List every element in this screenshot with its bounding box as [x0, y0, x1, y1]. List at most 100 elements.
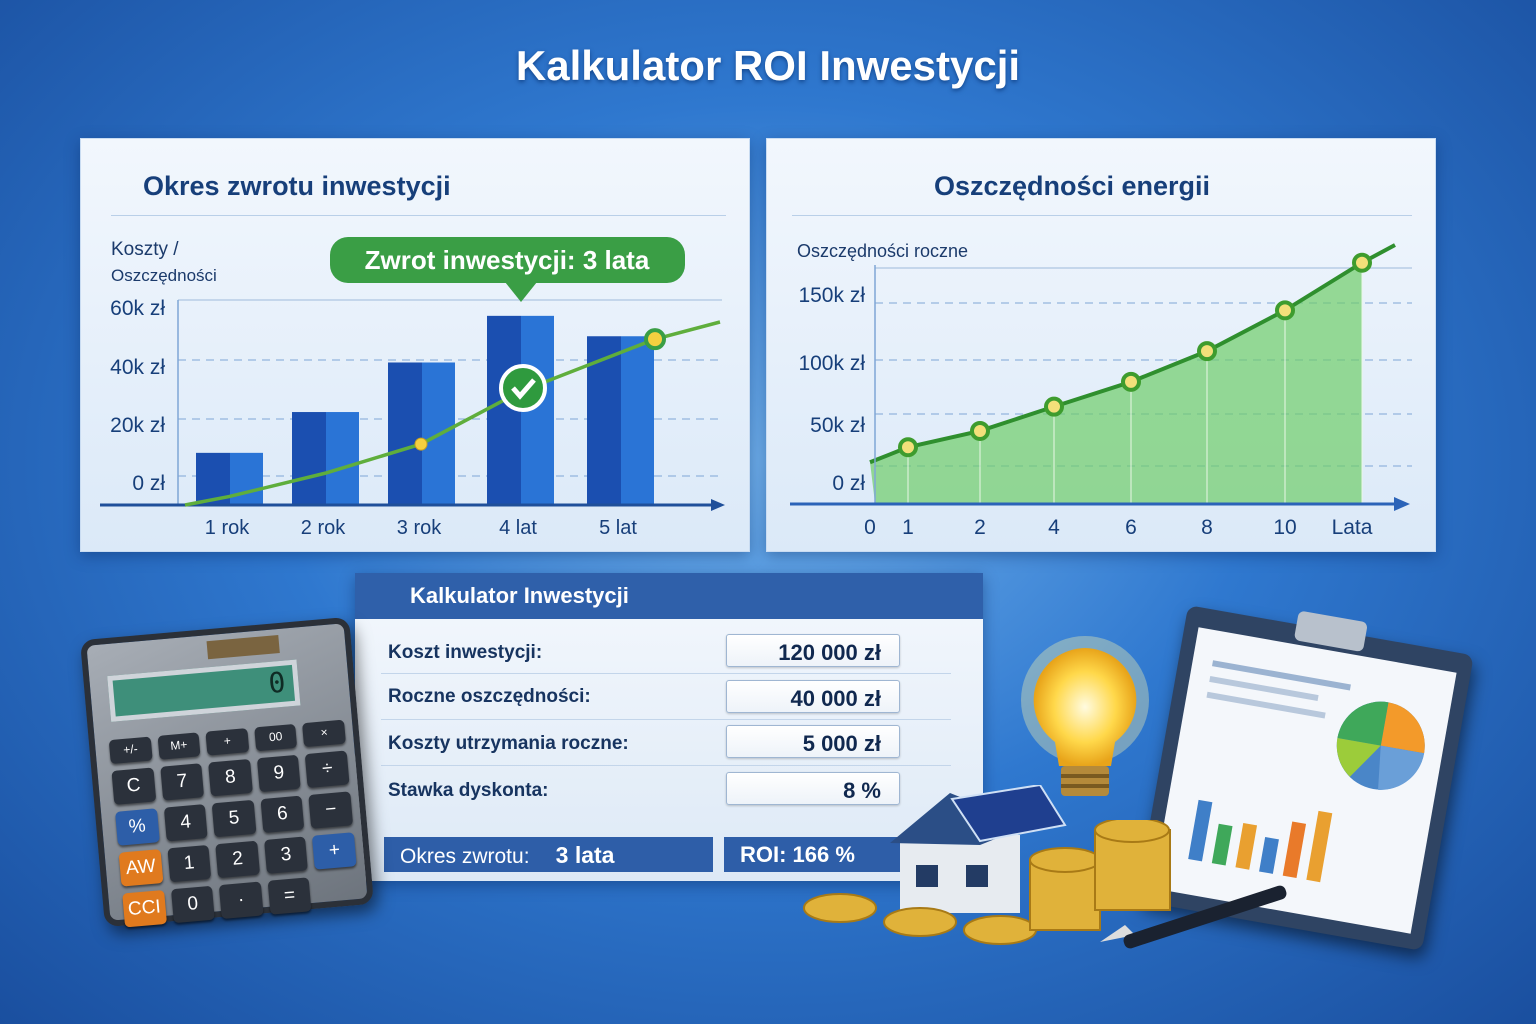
- bar: [292, 412, 326, 505]
- data-point: [1197, 341, 1217, 362]
- investment-cost-input[interactable]: 120 000 zł: [726, 634, 900, 667]
- data-point: [1275, 300, 1295, 321]
- calculator-key[interactable]: +: [312, 832, 357, 870]
- annual-savings-input[interactable]: 40 000 zł: [726, 680, 900, 713]
- divider: [111, 215, 726, 216]
- data-point: [898, 437, 918, 458]
- divider: [792, 215, 1412, 216]
- calculator-key[interactable]: ·: [219, 881, 264, 919]
- calculator-key[interactable]: 7: [159, 763, 205, 801]
- calculator-key[interactable]: =: [267, 877, 312, 915]
- data-point: [970, 420, 990, 441]
- calculator-key[interactable]: 8: [208, 758, 253, 797]
- x-tick-label: 2 rok: [301, 517, 346, 539]
- light-bulb-icon: [1021, 636, 1149, 796]
- bar-highlight: [326, 412, 359, 505]
- calculator-key[interactable]: 6: [260, 795, 305, 834]
- x-origin-label: 0: [864, 516, 876, 539]
- check-mark: [511, 378, 536, 400]
- line-marker: [414, 437, 428, 451]
- discount-rate-input[interactable]: 8 %: [726, 772, 900, 805]
- row-label-discount: Stawka dyskonta:: [388, 780, 549, 801]
- maintenance-cost-input[interactable]: 5 000 zł: [726, 725, 900, 758]
- x-tick-label: 8: [1201, 516, 1213, 539]
- bar: [388, 362, 422, 505]
- y-tick-label: 0 zł: [832, 472, 865, 495]
- calculator-key[interactable]: 00: [254, 723, 298, 752]
- data-point: [1121, 371, 1141, 392]
- calculator-key[interactable]: 4: [163, 804, 208, 842]
- calculator-title: Kalkulator Inwestycji: [355, 573, 983, 619]
- page-title: Kalkulator ROI Inwestycji: [515, 42, 1021, 89]
- savings-area: [870, 262, 1362, 503]
- clipboard-report-illustration: [1136, 605, 1474, 951]
- payback-label: Okres zwrotu:: [400, 845, 530, 868]
- x-axis-arrow: [711, 499, 725, 511]
- x-tick-label: 4: [1048, 516, 1060, 539]
- report-charts-icon: [1188, 660, 1425, 883]
- y-tick-label: 60k zł: [110, 297, 165, 320]
- x-tick-label: 10: [1273, 516, 1296, 539]
- calculator-key[interactable]: 5: [211, 799, 257, 838]
- check-icon: [499, 364, 547, 412]
- energy-chart-title: Oszczędności energii: [933, 171, 1211, 201]
- x-axis-arrow: [1394, 497, 1410, 511]
- bar-highlight: [621, 336, 654, 505]
- calculator-display: 0: [107, 659, 301, 722]
- calculator-keypad: +/- M+ +00 × C 7 8 9 ÷% 4 5 6− AW 1 2 3 + CCI 0 · =: [108, 719, 360, 928]
- bar: [587, 336, 621, 505]
- divider: [381, 719, 951, 720]
- badge-pointer: [505, 282, 537, 302]
- row-label-maintenance: Koszty utrzymania roczne:: [388, 733, 629, 754]
- solar-strip: [206, 635, 280, 660]
- calculator-key[interactable]: %: [115, 808, 160, 846]
- y-axis-label-line2: Oszczędności: [111, 266, 217, 285]
- payback-value: 3 lata: [555, 842, 615, 868]
- x-tick-label: 1 rok: [205, 517, 250, 539]
- x-tick-label: 3 rok: [397, 517, 442, 539]
- x-axis-label: Lata: [1332, 516, 1373, 539]
- x-tick-label: 6: [1125, 516, 1137, 539]
- pen-icon: [1100, 885, 1287, 949]
- calculator-key[interactable]: ÷: [305, 750, 350, 788]
- calculator-key[interactable]: C: [111, 767, 156, 805]
- row-label-cost: Koszt inwestycji:: [388, 642, 543, 663]
- line-marker: [644, 328, 666, 351]
- payback-badge: [330, 237, 685, 283]
- y-axis-label: Oszczędności roczne: [797, 241, 969, 261]
- divider: [381, 765, 951, 766]
- calculator-key[interactable]: M+: [157, 732, 201, 760]
- calculator-key[interactable]: 1: [167, 844, 212, 883]
- payback-chart-title: Okres zwrotu inwestycji: [143, 171, 451, 201]
- y-tick-label: 20k zł: [110, 414, 165, 437]
- data-point: [1044, 396, 1064, 417]
- calculator-key[interactable]: −: [308, 791, 354, 829]
- calculator-key[interactable]: 2: [215, 840, 260, 879]
- calculator-key[interactable]: 0: [170, 885, 216, 924]
- solar-house-icon: [890, 785, 1067, 913]
- divider: [381, 673, 951, 674]
- calculator-key[interactable]: +/-: [108, 736, 153, 765]
- y-tick-label: 150k zł: [798, 284, 865, 307]
- x-tick-label: 2: [974, 516, 986, 539]
- row-label-savings: Roczne oszczędności:: [388, 686, 591, 707]
- x-tick-label: 5 lat: [599, 517, 637, 539]
- x-tick-label: 4 lat: [499, 517, 537, 539]
- report-sheet: [1152, 627, 1457, 934]
- calculator-key[interactable]: CCI: [122, 889, 167, 928]
- calculator-key[interactable]: 3: [263, 836, 309, 874]
- y-tick-label: 0 zł: [132, 472, 165, 495]
- calculator-key[interactable]: +: [205, 728, 250, 756]
- calculator-key[interactable]: AW: [118, 849, 164, 887]
- y-tick-label: 40k zł: [110, 356, 165, 379]
- payback-badge-text: Zwrot inwestycji: 3 lata: [365, 245, 650, 275]
- coins-icon: [803, 820, 1171, 945]
- bar-highlight: [230, 452, 263, 505]
- data-point: [1352, 252, 1372, 273]
- calculator-illustration: 0 +/- M+ +00 × C 7 8 9 ÷% 4 5 6− AW 1 2 3 + CCI 0 · =: [79, 616, 375, 928]
- calculator-key[interactable]: ×: [302, 719, 346, 748]
- calculator-key[interactable]: 9: [256, 754, 302, 793]
- y-tick-label: 50k zł: [810, 414, 865, 437]
- y-axis-label-line1: Koszty /: [111, 239, 179, 260]
